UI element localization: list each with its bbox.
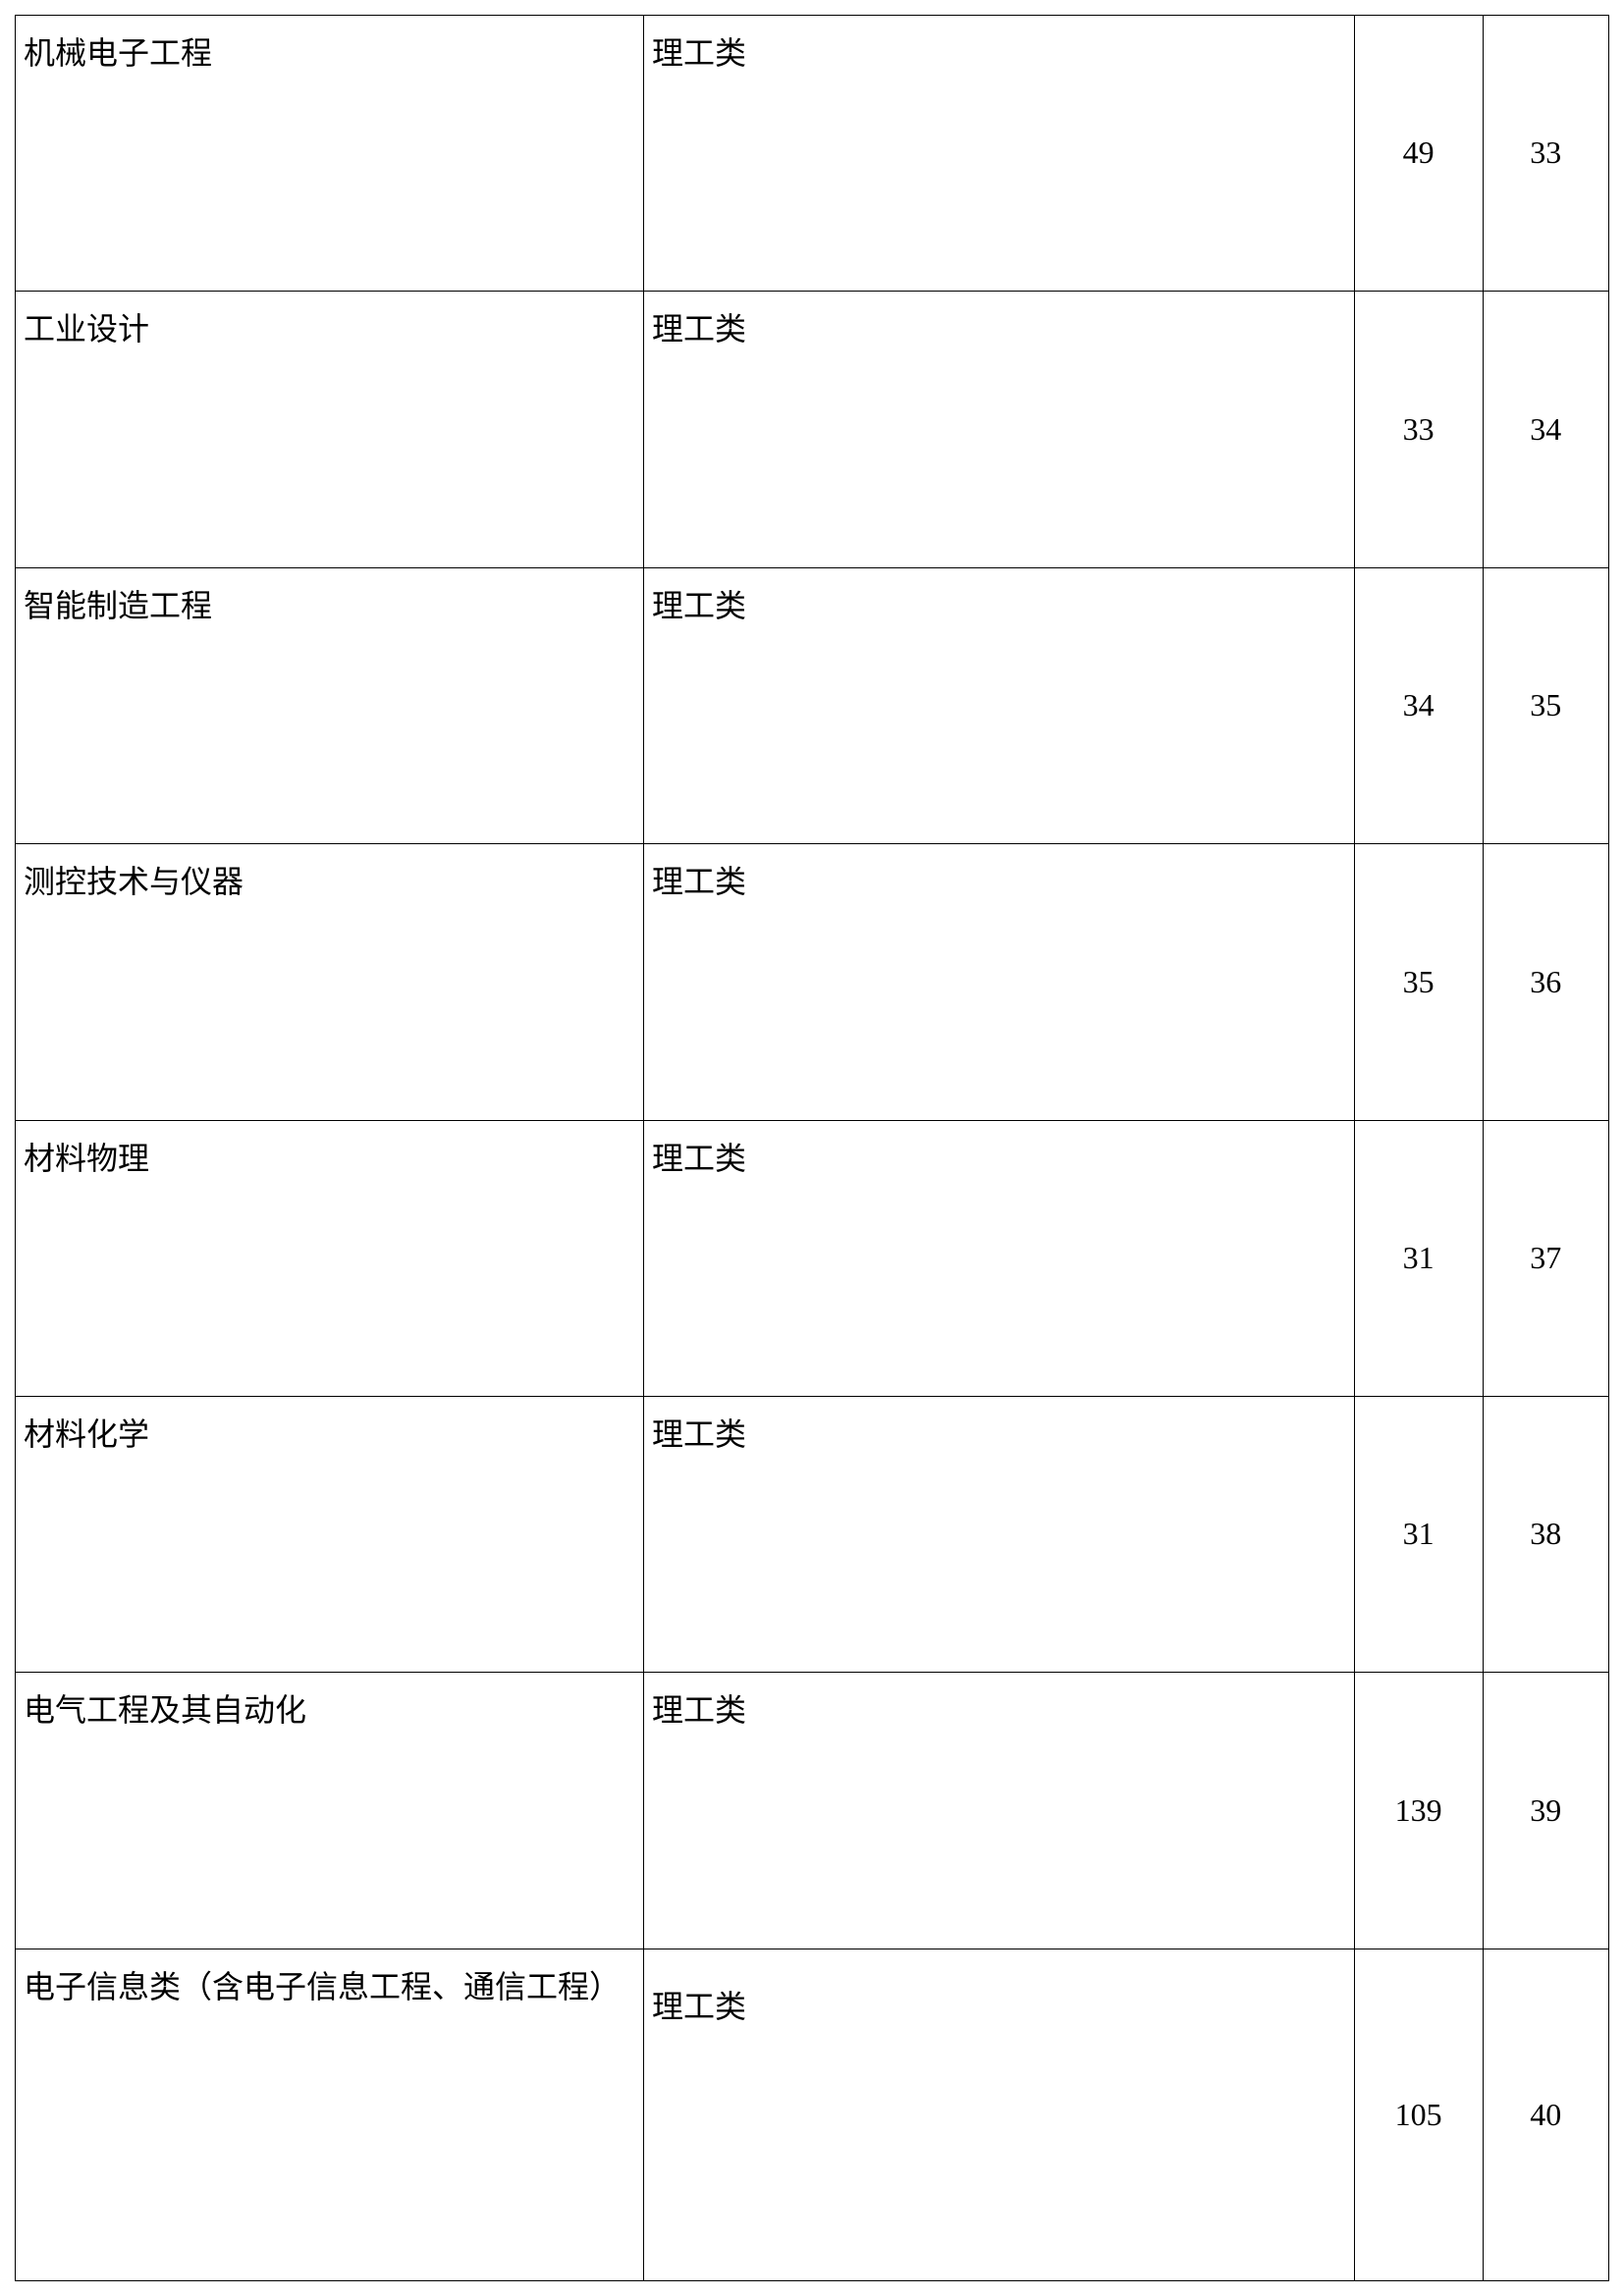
major-cell: 智能制造工程 [16,567,644,843]
value2-cell: 36 [1483,844,1608,1120]
category-cell: 理工类 [644,567,1355,843]
category-cell: 理工类 [644,292,1355,567]
major-cell: 电气工程及其自动化 [16,1673,644,1949]
value1-cell: 49 [1354,16,1483,292]
value1-cell: 31 [1354,1120,1483,1396]
data-table: 机械电子工程 理工类 49 33 工业设计 理工类 33 34 智能制造工程 理… [15,15,1609,2281]
value2-cell: 37 [1483,1120,1608,1396]
value2-cell: 39 [1483,1673,1608,1949]
major-cell: 电子信息类（含电子信息工程、通信工程） [16,1949,644,2280]
major-cell: 工业设计 [16,292,644,567]
major-cell: 机械电子工程 [16,16,644,292]
major-cell: 材料物理 [16,1120,644,1396]
major-cell: 测控技术与仪器 [16,844,644,1120]
category-cell: 理工类 [644,844,1355,1120]
value1-cell: 34 [1354,567,1483,843]
value1-cell: 33 [1354,292,1483,567]
table-row: 材料物理 理工类 31 37 [16,1120,1609,1396]
value2-cell: 33 [1483,16,1608,292]
value2-cell: 38 [1483,1397,1608,1673]
table-row: 材料化学 理工类 31 38 [16,1397,1609,1673]
category-cell: 理工类 [644,1673,1355,1949]
category-cell: 理工类 [644,1120,1355,1396]
table-container: 机械电子工程 理工类 49 33 工业设计 理工类 33 34 智能制造工程 理… [0,0,1624,2296]
table-row: 电气工程及其自动化 理工类 139 39 [16,1673,1609,1949]
table-row: 测控技术与仪器 理工类 35 36 [16,844,1609,1120]
value1-cell: 105 [1354,1949,1483,2280]
major-cell: 材料化学 [16,1397,644,1673]
category-cell: 理工类 [644,16,1355,292]
table-row: 机械电子工程 理工类 49 33 [16,16,1609,292]
value1-cell: 35 [1354,844,1483,1120]
table-body: 机械电子工程 理工类 49 33 工业设计 理工类 33 34 智能制造工程 理… [16,16,1609,2281]
category-cell: 理工类 [644,1397,1355,1673]
table-row: 智能制造工程 理工类 34 35 [16,567,1609,843]
value1-cell: 139 [1354,1673,1483,1949]
table-row: 工业设计 理工类 33 34 [16,292,1609,567]
value2-cell: 34 [1483,292,1608,567]
table-row: 电子信息类（含电子信息工程、通信工程） 理工类 105 40 [16,1949,1609,2280]
value2-cell: 35 [1483,567,1608,843]
value1-cell: 31 [1354,1397,1483,1673]
value2-cell: 40 [1483,1949,1608,2280]
category-cell: 理工类 [644,1949,1355,2280]
